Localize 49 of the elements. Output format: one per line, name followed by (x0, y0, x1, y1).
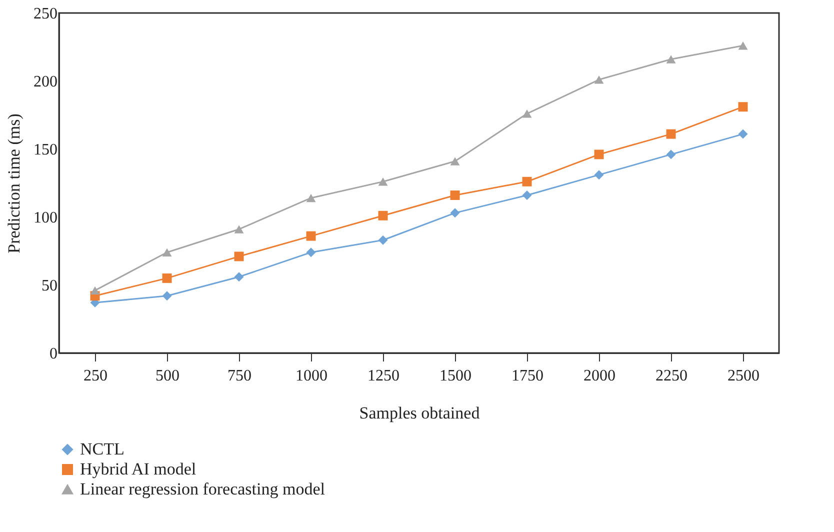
point (594, 170, 604, 180)
legend-label: NCTL (80, 440, 124, 458)
y-tick-label: 250 (34, 6, 58, 22)
point (738, 102, 748, 112)
x-tick-label: 250 (84, 368, 108, 384)
x-tick-label: 750 (228, 368, 252, 384)
y-tick-label: 200 (34, 74, 58, 90)
point (450, 157, 460, 166)
x-tick-label: 1250 (368, 368, 400, 384)
point (450, 190, 460, 200)
point (162, 291, 172, 301)
x-tick-label: 2500 (728, 368, 760, 384)
point (522, 190, 532, 200)
y-tick-label: 100 (34, 210, 58, 226)
point (738, 42, 748, 50)
point (378, 178, 388, 186)
legend-label: Hybrid AI model (80, 460, 196, 478)
point (90, 286, 100, 295)
point (234, 272, 244, 282)
point (306, 231, 316, 241)
y-tick-label: 150 (34, 142, 58, 158)
point (378, 235, 388, 245)
x-axis-title: Samples obtained (359, 404, 480, 422)
point (450, 208, 460, 218)
x-tick-label: 1750 (512, 368, 544, 384)
point (594, 150, 604, 160)
x-tick-label: 2000 (584, 368, 616, 384)
point (594, 76, 604, 84)
point (234, 225, 244, 234)
point (666, 129, 676, 139)
point (306, 248, 316, 258)
legend-label: Linear regression forecasting model (80, 480, 326, 498)
point (162, 273, 172, 283)
y-tick-label: 0 (50, 346, 58, 362)
point (666, 55, 676, 64)
point (306, 194, 316, 202)
x-tick-label: 2250 (656, 368, 688, 384)
y-tick-label: 50 (42, 278, 58, 294)
point (162, 248, 172, 256)
point (378, 210, 388, 220)
point (522, 176, 532, 186)
point (234, 252, 244, 262)
x-tick-label: 1000 (296, 368, 328, 384)
point (738, 129, 748, 139)
y-axis-title: Prediction time (ms) (4, 114, 24, 254)
point (522, 110, 532, 118)
x-tick-label: 1500 (440, 368, 472, 384)
x-tick-label: 500 (156, 368, 180, 384)
point (666, 150, 676, 160)
